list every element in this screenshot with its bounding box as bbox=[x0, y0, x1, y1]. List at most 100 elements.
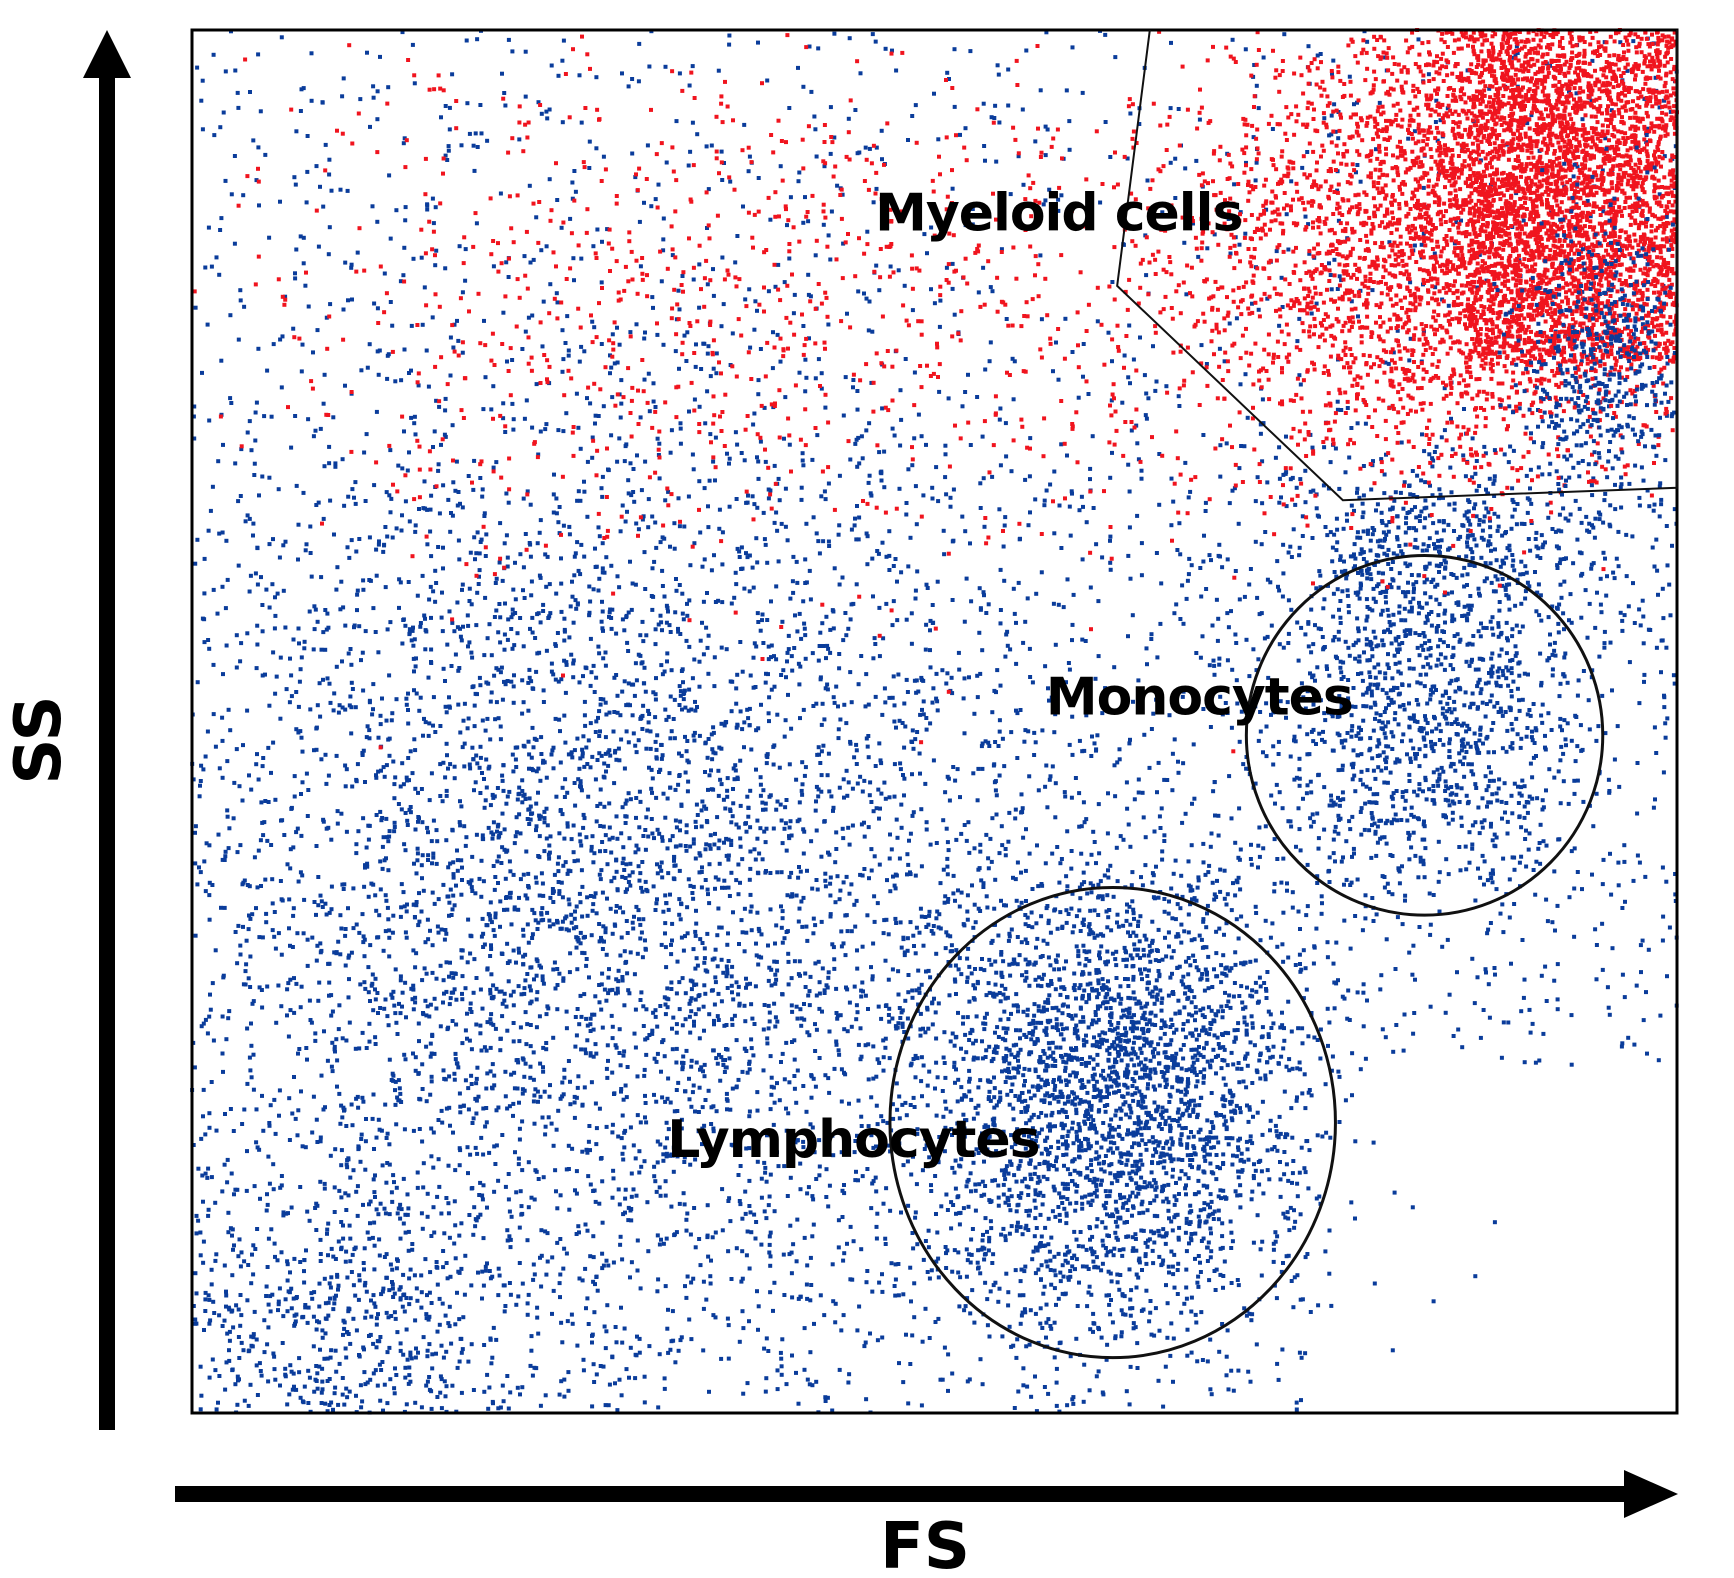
event-point bbox=[445, 643, 449, 647]
event-point bbox=[1528, 1008, 1532, 1012]
event-point bbox=[519, 1025, 523, 1029]
event-point bbox=[221, 1015, 225, 1019]
event-point bbox=[624, 890, 628, 894]
event-point bbox=[650, 817, 654, 821]
event-point bbox=[399, 915, 403, 919]
event-point bbox=[342, 504, 346, 508]
event-point bbox=[702, 1280, 706, 1284]
event-point bbox=[1261, 750, 1265, 754]
event-point bbox=[510, 358, 514, 362]
event-point bbox=[420, 1290, 424, 1294]
event-point bbox=[966, 1258, 970, 1262]
event-point bbox=[1055, 1404, 1059, 1408]
event-point bbox=[716, 599, 720, 603]
event-point bbox=[493, 1162, 497, 1166]
event-point bbox=[893, 917, 897, 921]
event-point bbox=[389, 497, 393, 501]
event-point bbox=[346, 189, 350, 193]
event-point bbox=[988, 359, 992, 363]
event-point bbox=[1553, 426, 1557, 430]
event-point bbox=[639, 886, 643, 890]
event-point bbox=[591, 834, 595, 838]
event-point bbox=[217, 532, 221, 536]
event-point bbox=[674, 349, 678, 353]
event-point bbox=[748, 1267, 752, 1271]
event-point bbox=[1162, 833, 1166, 837]
event-point bbox=[483, 1125, 487, 1129]
event-point bbox=[812, 1223, 816, 1227]
event-point bbox=[596, 716, 600, 720]
event-point bbox=[703, 1063, 707, 1067]
event-point bbox=[1530, 775, 1534, 779]
event-point bbox=[286, 981, 290, 985]
event-point bbox=[375, 410, 379, 414]
event-point bbox=[436, 545, 440, 549]
event-point bbox=[913, 737, 917, 741]
event-point bbox=[735, 443, 739, 447]
event-point bbox=[255, 643, 259, 647]
event-point bbox=[253, 855, 257, 859]
event-point bbox=[571, 256, 575, 260]
event-point bbox=[591, 1189, 595, 1193]
event-point bbox=[558, 1393, 562, 1397]
event-point bbox=[236, 106, 240, 110]
event-point bbox=[637, 42, 641, 46]
event-point bbox=[1573, 846, 1577, 850]
event-point bbox=[555, 291, 559, 295]
event-point bbox=[1642, 1018, 1646, 1022]
event-point bbox=[561, 1267, 565, 1271]
event-point bbox=[703, 741, 707, 745]
event-point bbox=[1077, 396, 1081, 400]
event-point bbox=[255, 752, 259, 756]
event-point bbox=[1078, 739, 1082, 743]
event-point bbox=[764, 460, 768, 464]
event-point bbox=[425, 542, 429, 546]
event-point bbox=[929, 287, 933, 291]
event-point bbox=[873, 854, 877, 858]
event-point bbox=[461, 351, 465, 355]
event-point bbox=[1140, 1163, 1144, 1167]
event-point bbox=[588, 140, 592, 144]
event-point bbox=[587, 1140, 591, 1144]
event-point bbox=[337, 1003, 341, 1007]
event-point bbox=[845, 769, 849, 773]
event-point bbox=[404, 1057, 408, 1061]
event-point bbox=[654, 197, 658, 201]
event-point bbox=[245, 631, 249, 635]
event-point bbox=[1545, 999, 1549, 1003]
event-point bbox=[956, 1271, 960, 1275]
event-point bbox=[316, 620, 320, 624]
event-point bbox=[458, 820, 462, 824]
event-point bbox=[328, 225, 332, 229]
event-point bbox=[849, 742, 853, 746]
event-point bbox=[244, 983, 248, 987]
event-point bbox=[692, 1206, 696, 1210]
event-point bbox=[725, 943, 729, 947]
event-point bbox=[688, 150, 692, 154]
event-point bbox=[547, 857, 551, 861]
event-point bbox=[1278, 790, 1282, 794]
event-point bbox=[1180, 821, 1184, 825]
event-point bbox=[1245, 1029, 1249, 1033]
event-point bbox=[726, 776, 730, 780]
event-point bbox=[228, 728, 232, 732]
event-point bbox=[961, 404, 965, 408]
event-point bbox=[411, 771, 415, 775]
event-point bbox=[647, 372, 651, 376]
event-point bbox=[201, 1114, 205, 1118]
event-point bbox=[960, 891, 964, 895]
event-point bbox=[954, 964, 958, 968]
event-point bbox=[779, 1060, 783, 1064]
event-point bbox=[414, 828, 418, 832]
event-point bbox=[529, 1023, 533, 1027]
event-point bbox=[1299, 1398, 1303, 1402]
event-point bbox=[899, 418, 903, 422]
event-point bbox=[1096, 883, 1100, 887]
event-point bbox=[649, 787, 653, 791]
event-point bbox=[943, 1100, 947, 1104]
event-point bbox=[501, 401, 505, 405]
event-point bbox=[349, 266, 353, 270]
event-point bbox=[478, 791, 482, 795]
event-point bbox=[200, 1174, 204, 1178]
event-point bbox=[807, 1185, 811, 1189]
